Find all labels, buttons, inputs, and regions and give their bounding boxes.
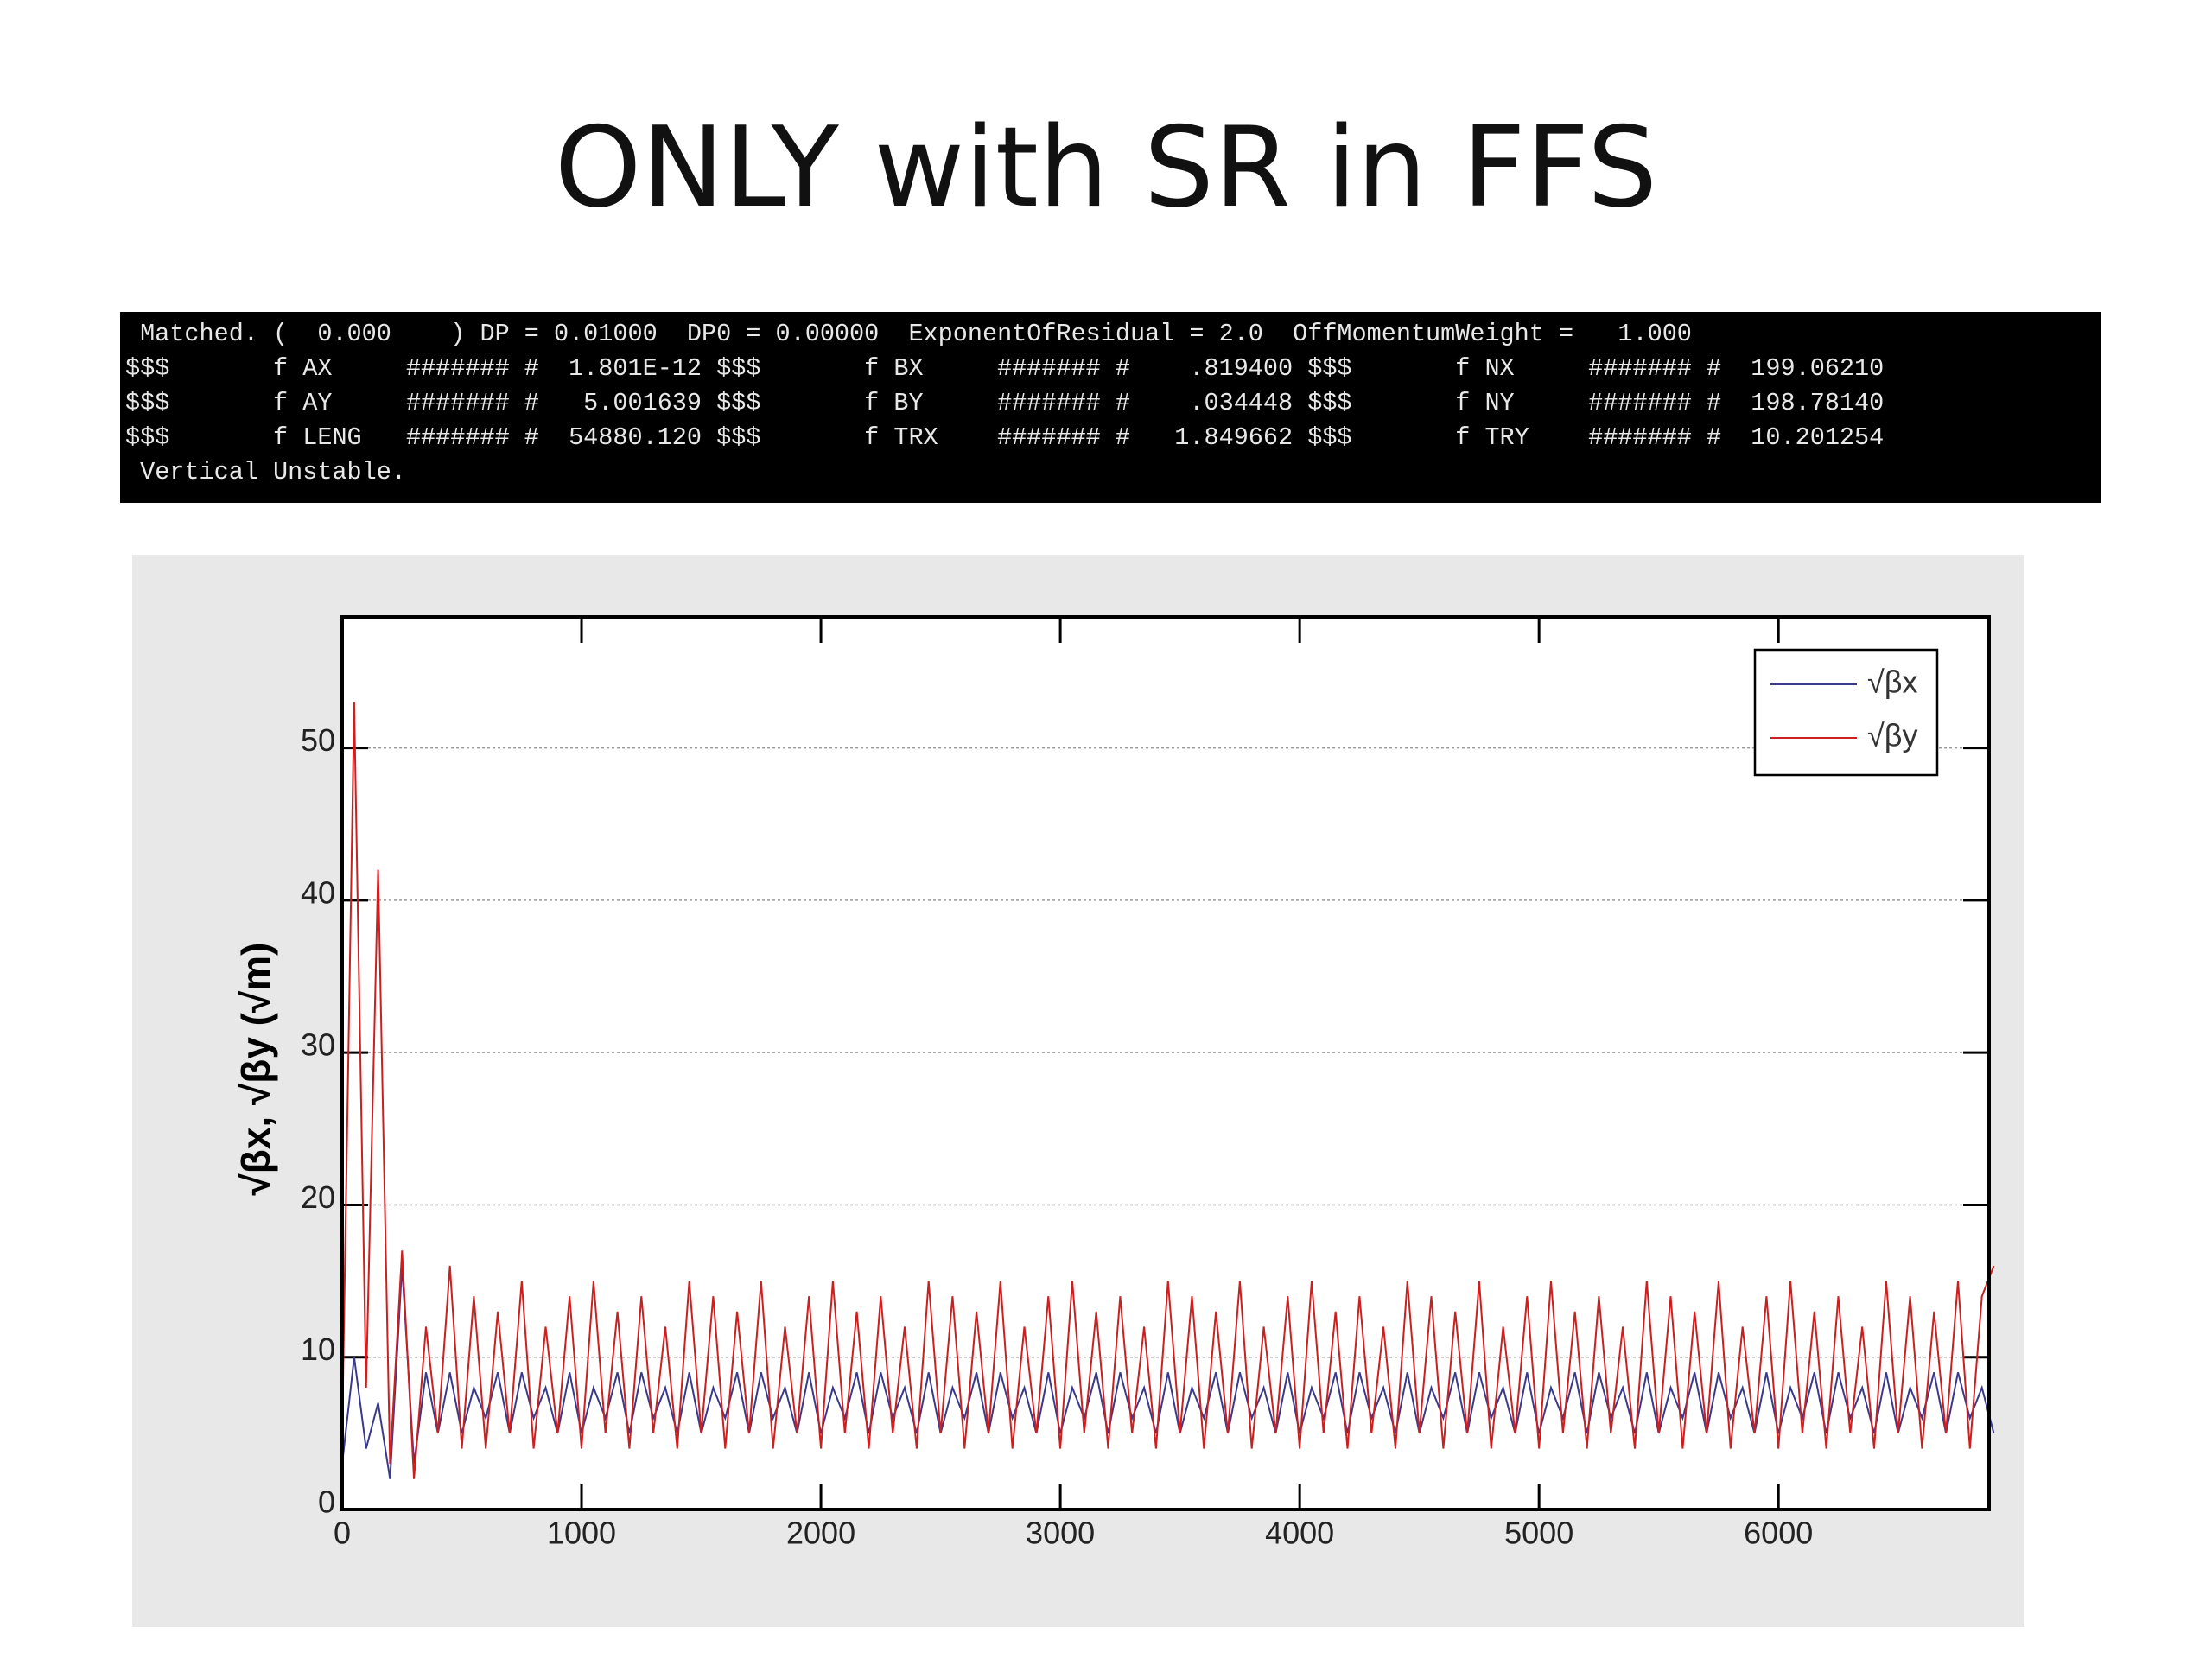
y-tick-label: 10 <box>301 1332 335 1367</box>
y-tick-label: 0 <box>318 1484 335 1520</box>
y-tick-label: 20 <box>301 1179 335 1215</box>
slide-title: ONLY with SR in FFS <box>554 104 1658 232</box>
y-tick-label: 30 <box>301 1027 335 1063</box>
legend-label: √βy <box>1867 718 1917 753</box>
series-line <box>341 1265 1995 1479</box>
x-tick-label: 6000 <box>1744 1516 1813 1551</box>
terminal-line: Matched. ( 0.000 ) DP = 0.01000 DP0 = 0.… <box>125 320 1692 348</box>
plot-area <box>342 617 1989 1510</box>
x-tick-label: 1000 <box>547 1516 616 1551</box>
legend-box <box>1753 648 1939 777</box>
series-line <box>341 702 1995 1479</box>
terminal-line: Vertical Unstable. <box>125 458 406 486</box>
terminal-line: $$$ f LENG ####### # 54880.120 $$$ f TRX… <box>125 423 1885 452</box>
y-axis-label: √βx, √βy (√m) <box>233 943 278 1196</box>
legend-label: √βx <box>1867 664 1917 700</box>
terminal-line: $$$ f AY ####### # 5.001639 $$$ f BY ###… <box>125 389 1885 417</box>
y-tick-label: 40 <box>301 874 335 910</box>
x-tick-label: 3000 <box>1026 1516 1095 1551</box>
y-tick-label: 50 <box>301 722 335 758</box>
terminal-output: Matched. ( 0.000 ) DP = 0.01000 DP0 = 0.… <box>120 312 2101 503</box>
x-tick-label: 0 <box>334 1516 351 1551</box>
x-tick-label: 5000 <box>1504 1516 1573 1551</box>
plot-frame <box>340 615 1991 1511</box>
terminal-line: $$$ f AX ####### # 1.801E-12 $$$ f BX ##… <box>125 354 1885 383</box>
x-tick-label: 2000 <box>786 1516 855 1551</box>
x-tick-label: 4000 <box>1265 1516 1334 1551</box>
